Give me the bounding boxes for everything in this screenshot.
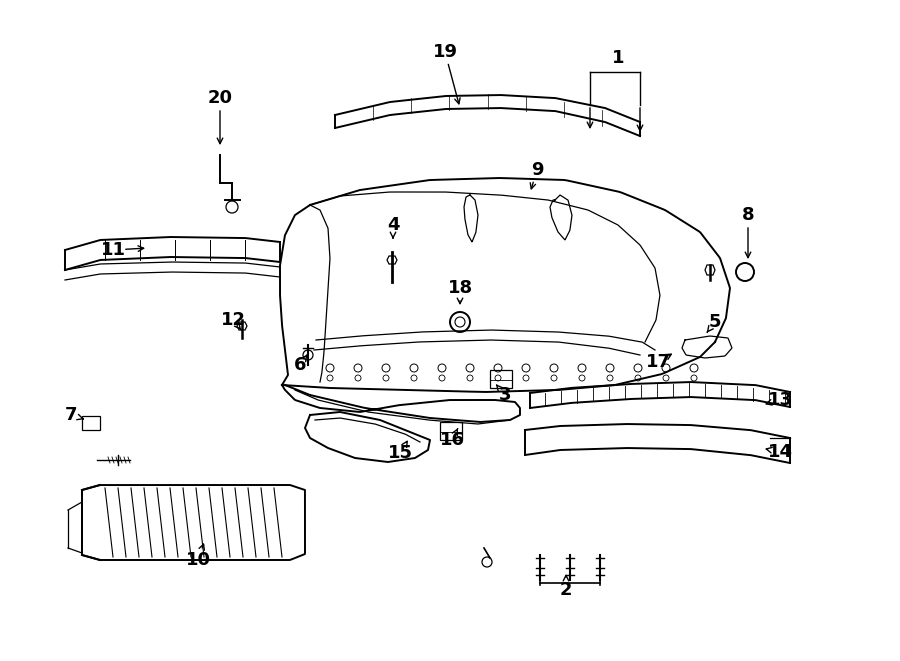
- Text: 1: 1: [612, 49, 625, 67]
- Text: 16: 16: [439, 431, 464, 449]
- Text: 19: 19: [433, 43, 457, 61]
- Text: 2: 2: [560, 581, 572, 599]
- Text: 8: 8: [742, 206, 754, 224]
- Text: 14: 14: [768, 443, 793, 461]
- Text: 10: 10: [185, 551, 211, 569]
- Text: 9: 9: [531, 161, 544, 179]
- Text: 18: 18: [447, 279, 473, 297]
- Text: 4: 4: [387, 216, 400, 234]
- Text: 15: 15: [388, 444, 412, 462]
- Text: 17: 17: [645, 353, 670, 371]
- Text: 12: 12: [220, 311, 246, 329]
- Text: 13: 13: [768, 391, 793, 409]
- Text: 5: 5: [709, 313, 721, 331]
- Text: 20: 20: [208, 89, 232, 107]
- Text: 7: 7: [65, 406, 77, 424]
- Text: 6: 6: [293, 356, 306, 374]
- Text: 3: 3: [499, 386, 511, 404]
- Text: 11: 11: [101, 241, 125, 259]
